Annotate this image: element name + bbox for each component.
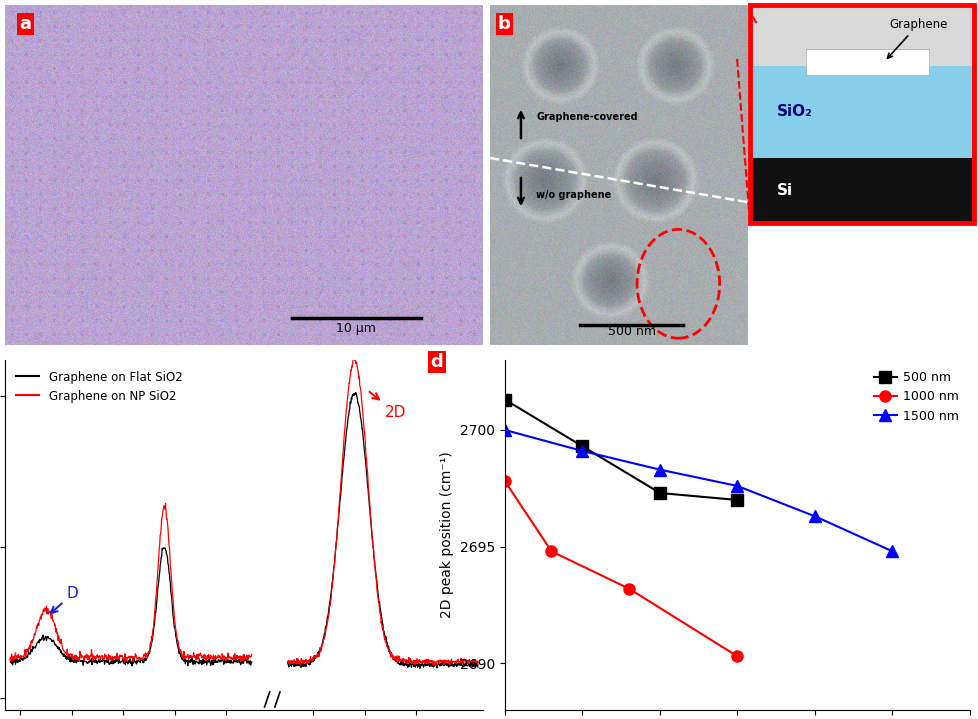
Text: Graphene: Graphene	[887, 18, 947, 58]
Line: 1500 nm: 1500 nm	[499, 424, 897, 557]
1500 nm	[499, 426, 511, 434]
Text: SiO₂: SiO₂	[777, 104, 812, 119]
500 nm	[499, 395, 511, 404]
Line: 500 nm: 500 nm	[499, 394, 742, 505]
Text: a: a	[20, 15, 31, 33]
Bar	[749, 157, 973, 223]
1500 nm	[886, 547, 898, 556]
1000 nm	[622, 585, 634, 593]
Legend: Graphene on Flat SiO2, Graphene on NP SiO2: Graphene on Flat SiO2, Graphene on NP Si…	[11, 366, 187, 407]
Legend: 500 nm, 1000 nm, 1500 nm: 500 nm, 1000 nm, 1500 nm	[868, 366, 962, 428]
500 nm	[731, 495, 742, 504]
Text: w/o graphene: w/o graphene	[536, 191, 611, 201]
Bar	[749, 5, 973, 66]
1000 nm	[499, 477, 511, 485]
500 nm	[576, 442, 588, 451]
Text: d: d	[430, 353, 443, 371]
Text: 2D: 2D	[369, 392, 406, 421]
1500 nm	[576, 446, 588, 455]
1000 nm	[731, 652, 742, 661]
1500 nm	[653, 465, 665, 474]
Y-axis label: 2D peak position (cm⁻¹): 2D peak position (cm⁻¹)	[440, 452, 454, 618]
1500 nm	[731, 482, 742, 490]
Line: 1000 nm: 1000 nm	[499, 476, 742, 662]
Text: 10 μm: 10 μm	[336, 322, 376, 335]
Text: Si: Si	[777, 183, 792, 198]
1500 nm	[808, 512, 820, 521]
Text: b: b	[497, 15, 511, 33]
500 nm	[653, 489, 665, 498]
1000 nm	[545, 547, 556, 556]
Bar	[749, 66, 973, 157]
Text: D: D	[51, 587, 78, 613]
Bar	[805, 49, 928, 75]
Text: Graphene-covered: Graphene-covered	[536, 112, 638, 122]
Text: 500 nm: 500 nm	[607, 325, 655, 338]
